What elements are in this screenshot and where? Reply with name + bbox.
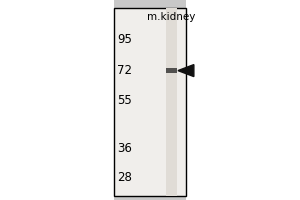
FancyBboxPatch shape (114, 8, 186, 196)
Text: 55: 55 (117, 94, 132, 107)
Text: 28: 28 (117, 171, 132, 184)
Text: 95: 95 (117, 33, 132, 46)
FancyBboxPatch shape (186, 0, 300, 200)
Text: 36: 36 (117, 142, 132, 155)
Text: m.kidney: m.kidney (147, 12, 196, 22)
FancyBboxPatch shape (0, 0, 114, 200)
Polygon shape (178, 65, 194, 77)
Text: 72: 72 (117, 64, 132, 77)
FancyBboxPatch shape (166, 68, 177, 73)
FancyBboxPatch shape (166, 8, 177, 196)
